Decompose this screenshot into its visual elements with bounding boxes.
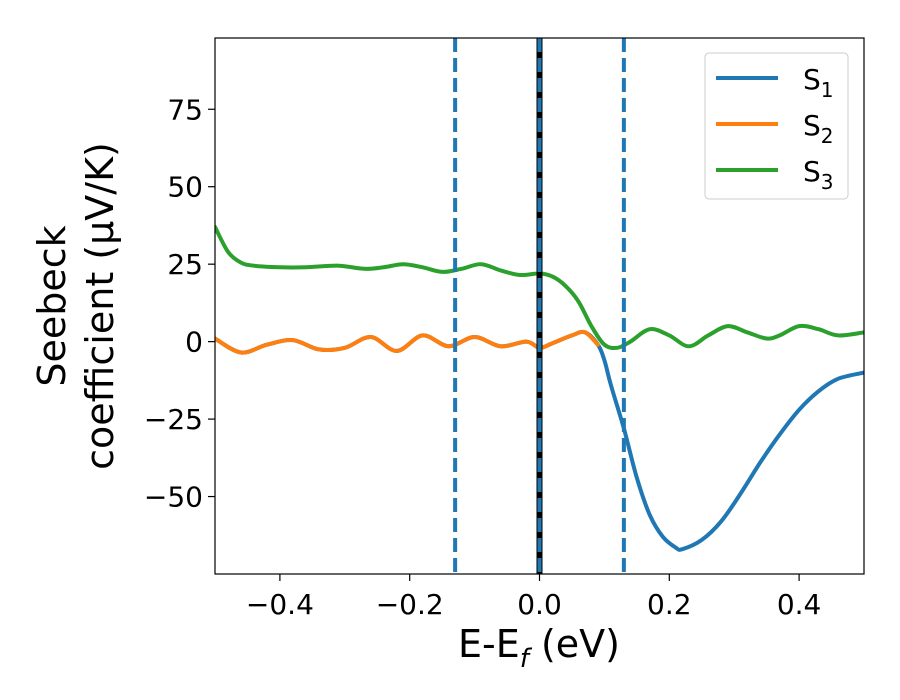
x-axis-label: E-Ef (eV) [458,622,620,674]
x-tick-label: 0.4 [777,588,822,621]
series-line-s2 [215,329,600,355]
legend-label-s1: S1 [803,63,834,102]
y-tick-label: 75 [167,93,203,126]
series-line-s3 [215,225,864,351]
legend: S1 S2 S3 [704,52,849,200]
x-tick-label: 0.2 [647,588,692,621]
y-tick-label: −25 [144,403,203,436]
x-axis-ticks: −0.4 −0.2 0.0 0.2 0.4 [246,574,821,621]
x-tick-label: −0.2 [376,588,444,621]
y-axis-label-line1: Seebeck [30,225,74,386]
x-tick-label: 0.0 [517,588,562,621]
y-axis-ticks: −50 −25 0 25 50 75 [144,93,215,514]
series-lines [215,225,864,552]
y-tick-label: 0 [185,326,203,359]
x-tick-label: −0.4 [246,588,314,621]
y-tick-label: 25 [167,248,203,281]
y-axis-label-line2: coefficient (μV/K) [78,142,122,470]
vertical-reference-lines [453,38,626,574]
y-tick-label: −50 [144,481,203,514]
legend-label-s3: S3 [803,155,834,194]
y-tick-label: 50 [167,171,203,204]
legend-label-s2: S2 [803,109,834,148]
